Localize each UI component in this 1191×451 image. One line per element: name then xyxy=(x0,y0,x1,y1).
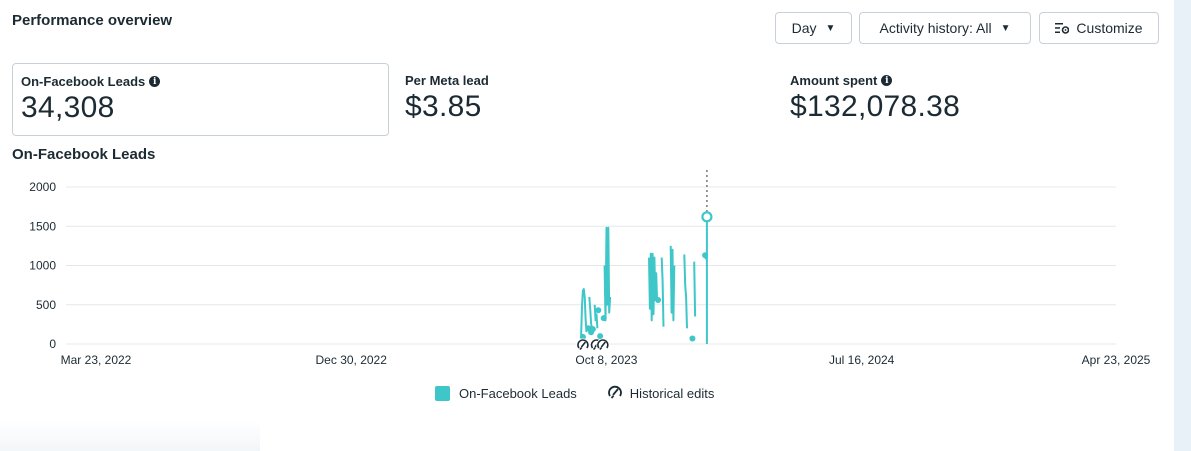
series-line xyxy=(593,304,599,329)
historical-edit-icon[interactable] xyxy=(596,338,610,352)
data-point xyxy=(595,307,602,314)
historical-edit-icon[interactable] xyxy=(576,338,590,352)
chart-legend: On-Facebook Leads Historical edits xyxy=(435,385,714,401)
legend-item-historical-edits[interactable]: Historical edits xyxy=(607,385,715,401)
leads-line-chart[interactable]: 0 500 1000 1500 2000 Mar 23, 2022 Dec 30, 2022… xyxy=(0,170,1174,375)
y-tick-label: 1500 xyxy=(29,219,56,233)
bottom-shadow xyxy=(0,420,260,451)
series-line xyxy=(669,245,676,322)
metric-amount-spent-value: $132,078.38 xyxy=(790,90,961,123)
activity-history-dropdown[interactable]: Activity history: All ▼ xyxy=(859,12,1031,44)
scrollbar-track[interactable] xyxy=(1174,0,1191,451)
day-dropdown[interactable]: Day ▼ xyxy=(775,12,852,44)
metric-leads-label: On-Facebook Leads xyxy=(21,74,146,89)
y-tick-label: 500 xyxy=(36,298,56,312)
series-line xyxy=(683,254,688,329)
historical-edit-icon xyxy=(607,385,622,399)
legend-leads-label: On-Facebook Leads xyxy=(459,385,577,401)
legend-historical-edits-label: Historical edits xyxy=(629,385,715,401)
info-icon[interactable]: i xyxy=(881,75,893,86)
series-line xyxy=(580,288,588,337)
data-point xyxy=(597,333,604,340)
caret-down-icon: ▼ xyxy=(825,22,836,34)
metric-cost-per-lead-label: Per Meta lead xyxy=(405,73,489,88)
data-point xyxy=(702,252,709,259)
y-tick-label: 2000 xyxy=(29,180,56,194)
page-title: Performance overview xyxy=(12,12,173,29)
x-tick-label: Oct 8, 2023 xyxy=(575,353,637,367)
series-line xyxy=(603,226,612,322)
data-point xyxy=(579,333,586,340)
customize-label: Customize xyxy=(1076,20,1143,36)
data-point xyxy=(689,335,696,342)
day-dropdown-label: Day xyxy=(791,20,817,36)
x-tick-label: Dec 30, 2022 xyxy=(316,353,388,367)
x-tick-label: Jul 16, 2024 xyxy=(829,353,895,367)
legend-swatch xyxy=(435,385,450,401)
metric-cost-per-lead-value: $3.85 xyxy=(405,90,482,123)
activity-history-label: Activity history: All xyxy=(879,20,992,36)
data-point xyxy=(589,326,596,333)
x-tick-label: Mar 23, 2022 xyxy=(61,353,132,367)
metric-card-leads[interactable]: On-Facebook Leads i 34,308 xyxy=(12,63,389,136)
series-line xyxy=(648,252,659,322)
series-line xyxy=(693,261,697,317)
caret-down-icon: ▼ xyxy=(1000,22,1011,34)
y-tick-label: 0 xyxy=(49,337,56,351)
metric-card-amount-spent[interactable]: Amount spent i $132,078.38 xyxy=(790,73,960,124)
customize-button[interactable]: Customize xyxy=(1039,12,1159,44)
highlighted-point xyxy=(701,211,713,223)
data-point xyxy=(655,297,662,304)
series-line xyxy=(660,257,665,327)
metric-amount-spent-label: Amount spent xyxy=(790,73,878,88)
y-tick-label: 1000 xyxy=(29,259,56,273)
chart-title: On-Facebook Leads xyxy=(12,146,156,163)
info-icon[interactable]: i xyxy=(149,76,161,87)
series-line xyxy=(588,296,593,329)
legend-item-leads[interactable]: On-Facebook Leads xyxy=(435,385,577,401)
x-tick-label: Apr 23, 2025 xyxy=(1082,353,1151,367)
metric-card-cost-per-lead[interactable]: Per Meta lead $3.85 xyxy=(405,73,489,124)
data-point xyxy=(600,315,607,322)
customize-icon xyxy=(1055,23,1070,34)
metric-leads-value: 34,308 xyxy=(21,91,115,124)
